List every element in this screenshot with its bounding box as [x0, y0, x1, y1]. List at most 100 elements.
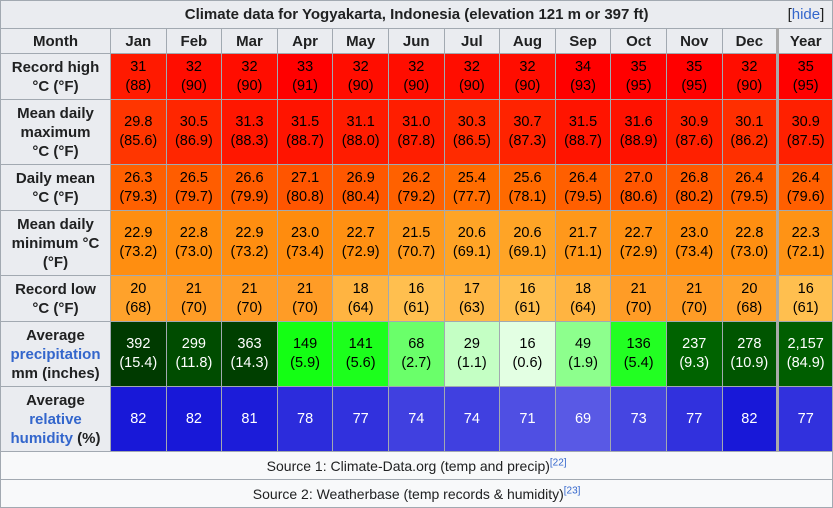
value-secondary: (70) [180, 299, 207, 316]
value-primary: 74 [463, 410, 480, 427]
value-cell: 21 (70) [610, 275, 667, 322]
value-primary: 22.7 [624, 225, 653, 241]
value-secondary: (79.6) [786, 188, 825, 205]
value-primary: 31.0 [402, 114, 431, 130]
reference-link[interactable]: [23] [563, 484, 581, 496]
value-cell: 32 (90) [332, 53, 389, 100]
value-secondary: (61) [403, 299, 430, 316]
value-secondary: (80.8) [286, 188, 325, 205]
value-secondary: (90) [514, 77, 541, 94]
value-primary: 21 [185, 280, 202, 297]
row-label: Mean daily maximum °C (°F) [0, 99, 111, 165]
row-label-text: Mean daily [17, 215, 94, 233]
value-cell: 299 (11.8) [165, 321, 223, 387]
value-cell: 31.3 (88.3) [221, 99, 278, 165]
value-primary: 299 [181, 336, 206, 352]
value-cell: 82 [721, 386, 779, 452]
value-cell: 78 [276, 386, 334, 452]
value-cell: 74 [443, 386, 501, 452]
value-cell: 49 (1.9) [554, 321, 612, 387]
value-primary: 29 [463, 336, 480, 352]
reference-link[interactable]: [22] [549, 456, 567, 468]
row-label-text: Average [26, 326, 85, 344]
value-primary: 27.1 [290, 169, 320, 186]
value-primary: 32 [241, 58, 258, 75]
value-primary: 33 [297, 58, 314, 75]
hide-link[interactable]: hide [791, 6, 821, 23]
value-cell: 26.5 (79.7) [165, 164, 223, 211]
value-secondary: (68) [125, 299, 152, 316]
value-cell: 30.1 (86.2) [721, 99, 779, 165]
value-primary: 30.1 [735, 114, 764, 130]
value-primary: 17 [463, 280, 480, 297]
value-cell: 17 (63) [443, 275, 501, 322]
value-secondary: (71.1) [564, 244, 602, 260]
value-primary: 31.3 [235, 114, 264, 130]
value-primary: 26.9 [346, 169, 375, 186]
source-note: Source 2: Weatherbase (temp records & hu… [0, 479, 833, 508]
value-cell: 22.7 (72.9) [610, 210, 667, 276]
value-cell: 141 (5.6) [332, 321, 389, 387]
value-secondary: (70.7) [397, 244, 436, 260]
value-secondary: (73.2) [230, 244, 269, 260]
row-label: Average precipitation mm (inches) [0, 321, 111, 387]
value-primary: 22.3 [791, 225, 820, 241]
value-secondary: (73.2) [119, 244, 158, 260]
value-primary: 21 [630, 280, 647, 297]
value-cell: 31.5 (88.7) [554, 99, 612, 165]
value-primary: 26.3 [124, 169, 153, 186]
value-primary: 20 [741, 280, 758, 297]
value-secondary: (95) [625, 77, 652, 94]
value-secondary: (70) [625, 299, 652, 316]
year-header: Year [776, 28, 833, 54]
value-secondary: (0.6) [512, 355, 543, 371]
source-note: Source 1: Climate-Data.org (temp and pre… [0, 451, 833, 480]
value-cell: 136 (5.4) [610, 321, 667, 387]
value-cell: 32 (90) [721, 53, 779, 100]
value-primary: 77 [352, 410, 369, 427]
value-secondary: (14.3) [230, 355, 269, 371]
value-cell: 23.0 (73.4) [276, 210, 334, 276]
row-label: Record low °C (°F) [0, 275, 111, 322]
value-cell: 77 [332, 386, 389, 452]
row-label-link[interactable]: relative [29, 410, 82, 428]
value-primary: 2,157 [787, 336, 824, 352]
value-primary: 136 [626, 336, 651, 352]
value-secondary: (77.7) [452, 188, 491, 205]
row-label-link[interactable]: precipitation [10, 345, 101, 363]
value-primary: 29.8 [124, 114, 153, 130]
value-secondary: (86.2) [730, 133, 769, 149]
value-cell: 82 [165, 386, 223, 452]
row-label-link[interactable]: humidity [10, 429, 74, 447]
row-label-text: Average [26, 391, 85, 409]
row-label-text: Record low [15, 280, 96, 298]
value-secondary: (93) [570, 77, 596, 94]
value-primary: 82 [185, 410, 202, 427]
value-secondary: (69.1) [508, 244, 547, 260]
value-primary: 30.5 [179, 114, 208, 130]
year-value-cell: 77 [776, 386, 833, 452]
value-secondary: (95) [681, 77, 708, 94]
row-label: Average relative humidity (%) [0, 386, 111, 452]
value-primary: 78 [297, 410, 314, 427]
value-secondary: (90) [180, 77, 207, 94]
source-text: Source 2: Weatherbase (temp records & hu… [252, 485, 564, 502]
value-primary: 26.4 [735, 169, 764, 186]
value-secondary: (9.3) [679, 355, 710, 371]
value-secondary: (80.4) [341, 188, 380, 205]
value-cell: 74 [387, 386, 445, 452]
value-secondary: (95) [792, 77, 819, 94]
month-header-jul: Jul [443, 28, 501, 54]
value-secondary: (79.7) [174, 188, 213, 205]
value-cell: 20.6 (69.1) [443, 210, 501, 276]
value-secondary: (78.1) [508, 188, 547, 205]
value-secondary: (73.0) [730, 244, 769, 260]
value-cell: 20 (68) [721, 275, 779, 322]
value-secondary: (87.8) [397, 133, 436, 149]
value-secondary: (79.5) [730, 188, 769, 205]
value-cell: 31.5 (88.7) [276, 99, 334, 165]
value-cell: 16 (61) [387, 275, 445, 322]
row-label: Daily mean °C (°F) [0, 164, 111, 211]
value-primary: 32 [185, 58, 202, 75]
